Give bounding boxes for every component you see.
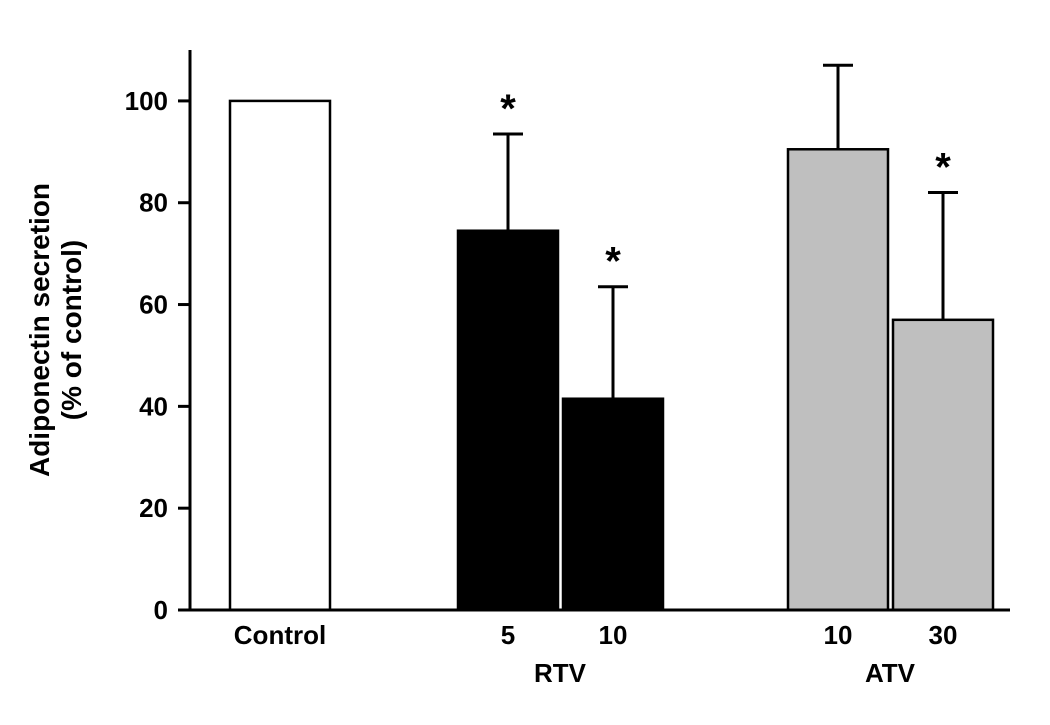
- significance-marker: *: [935, 146, 951, 190]
- bar-x-label: 5: [501, 620, 515, 650]
- y-tick-label: 40: [139, 391, 168, 421]
- significance-marker: *: [500, 87, 516, 131]
- y-tick-label: 0: [154, 595, 168, 625]
- group-label: RTV: [534, 658, 587, 688]
- bar: [563, 399, 663, 610]
- bar-x-label: 10: [824, 620, 853, 650]
- bar: [230, 101, 330, 610]
- significance-marker: *: [605, 240, 621, 284]
- bar-x-label: Control: [234, 620, 326, 650]
- group-label: ATV: [865, 658, 916, 688]
- y-tick-label: 60: [139, 290, 168, 320]
- bar: [788, 149, 888, 610]
- bar: [458, 231, 558, 610]
- y-tick-label: 80: [139, 188, 168, 218]
- adiponectin-bar-chart: Control*5*10RTV10*30ATV020406080100Adipo…: [0, 0, 1050, 725]
- y-tick-label: 20: [139, 493, 168, 523]
- bar-x-label: 10: [599, 620, 628, 650]
- y-tick-label: 100: [125, 86, 168, 116]
- bar-x-label: 30: [929, 620, 958, 650]
- bar: [893, 320, 993, 610]
